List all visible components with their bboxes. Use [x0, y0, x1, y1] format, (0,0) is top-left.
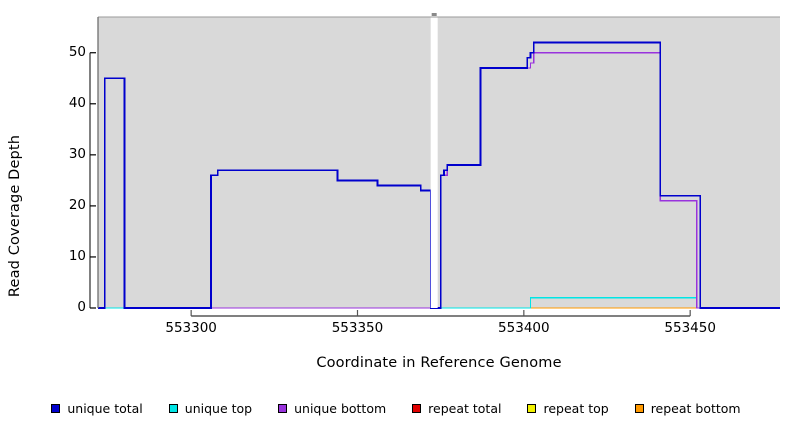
series-line-unique-total	[98, 41, 780, 309]
x-tick-label: 553450	[664, 320, 716, 336]
masked-gap-marker	[431, 13, 437, 16]
legend-label: unique bottom	[294, 400, 387, 416]
y-tick-label: 30	[68, 145, 86, 162]
legend-color-swatch	[634, 403, 644, 413]
y-tick-label: 0	[77, 299, 86, 315]
legend-item: repeat bottom	[634, 400, 741, 416]
legend-color-swatch	[51, 403, 61, 413]
legend-label: repeat total	[428, 400, 502, 416]
masked-gap-region	[430, 17, 438, 308]
legend-color-swatch	[412, 403, 422, 413]
legend-color-swatch	[168, 403, 178, 413]
x-tick-label: 553400	[498, 320, 550, 336]
x-tick-label: 553350	[331, 320, 384, 336]
legend-color-swatch	[527, 403, 537, 413]
y-tick-label: 20	[68, 196, 86, 213]
legend-item: repeat total	[412, 401, 501, 416]
legend-color-swatch	[278, 403, 288, 413]
legend-item: repeat top	[527, 400, 609, 416]
legend-item: unique bottom	[278, 401, 386, 416]
legend-label: repeat bottom	[650, 400, 741, 416]
legend-item: unique top	[168, 400, 253, 416]
legend-label: unique total	[67, 400, 143, 416]
x-axis-title: Coordinate in Reference Genome	[316, 355, 562, 371]
y-tick-label: 10	[68, 247, 86, 264]
y-tick-label: 50	[68, 43, 86, 60]
x-tick-label: 553300	[165, 320, 217, 336]
chart-legend: unique total unique top unique bottom repea…	[0, 398, 792, 418]
legend-label: repeat top	[543, 400, 609, 416]
plot-background	[98, 17, 780, 308]
y-tick-label: 40	[68, 94, 86, 111]
legend-item: unique total	[51, 400, 143, 416]
legend-label: unique top	[184, 400, 253, 416]
